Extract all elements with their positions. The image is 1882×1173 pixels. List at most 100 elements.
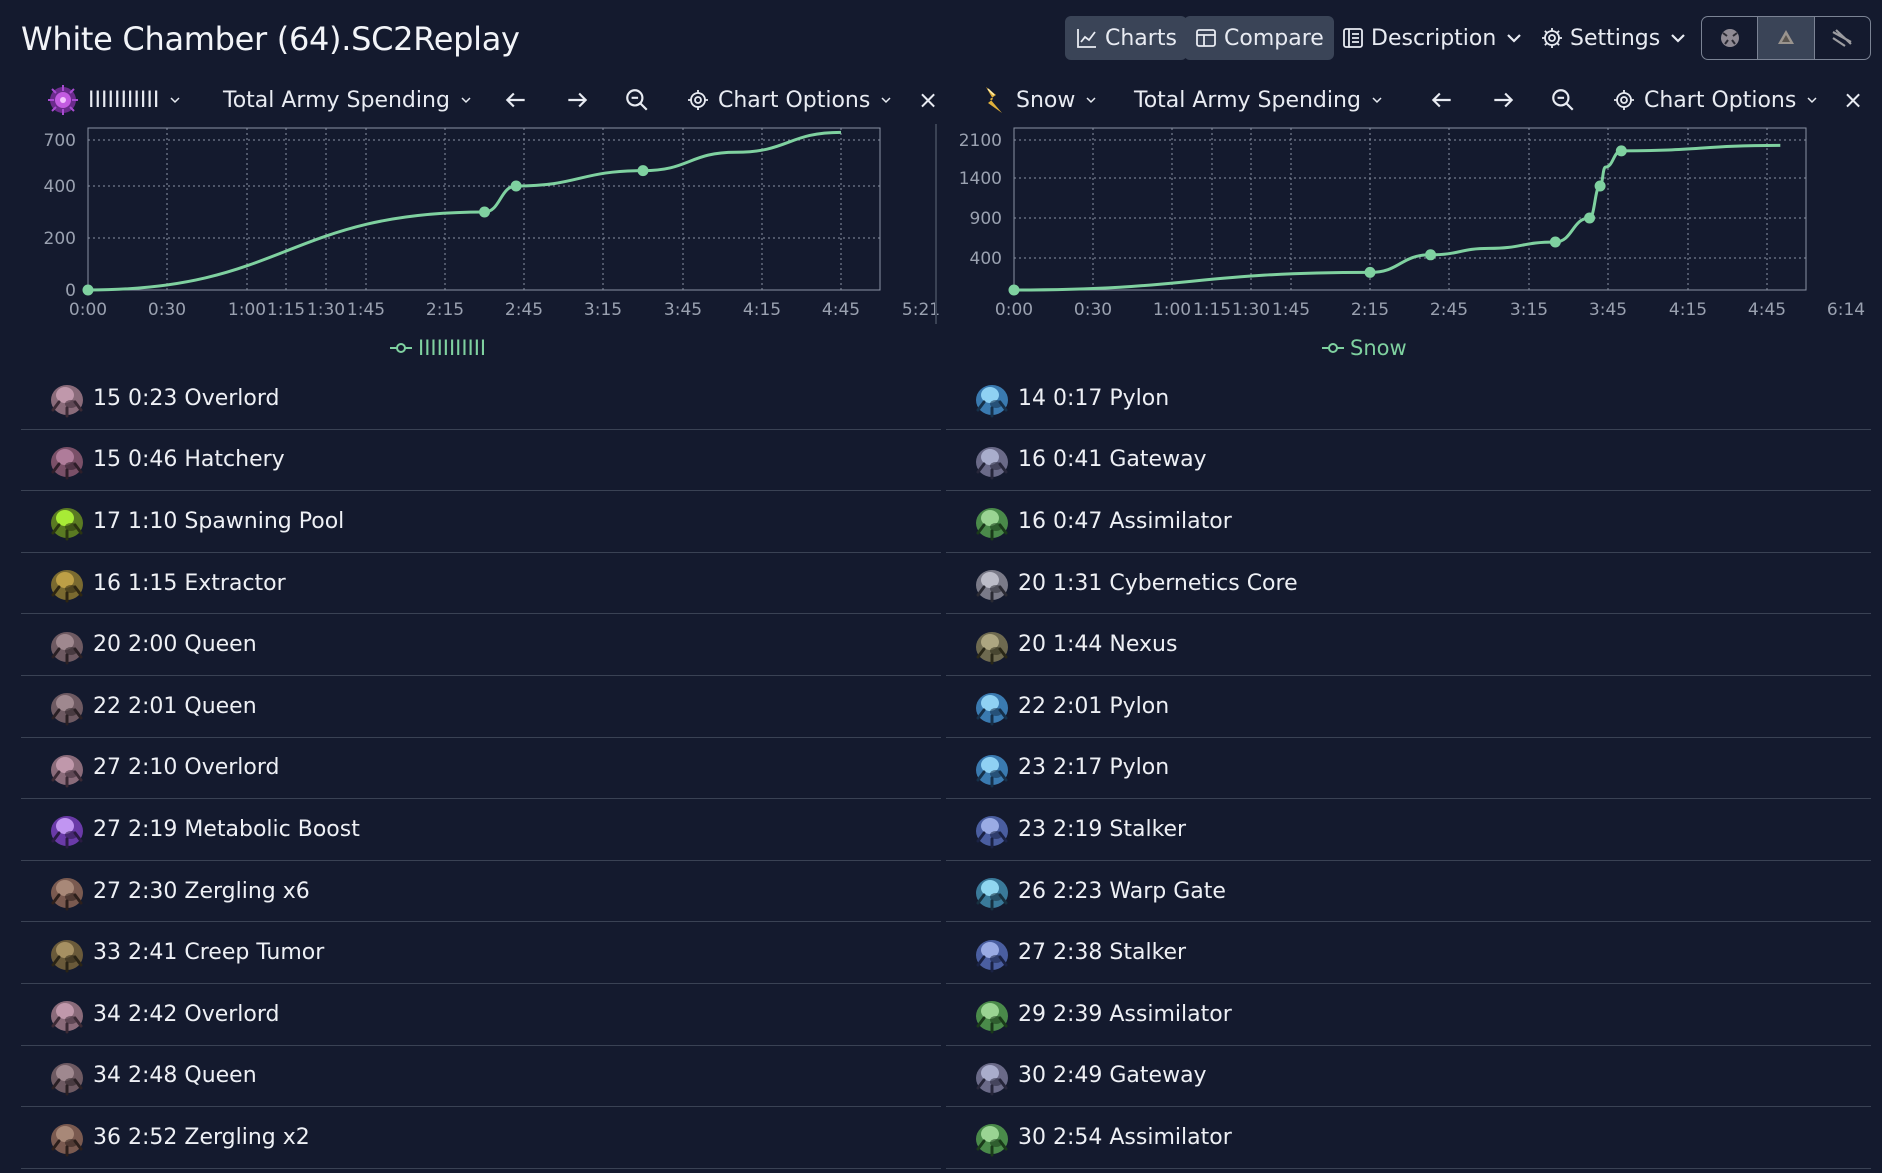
page-title: White Chamber (64).SC2Replay xyxy=(21,20,520,58)
build-order-text: 16 0:41 Gateway xyxy=(1018,447,1207,473)
build-order-item[interactable]: 34 2:48 Queen xyxy=(21,1046,941,1108)
metric-label: Total Army Spending xyxy=(223,87,450,113)
build-order-item[interactable]: 16 1:15 Extractor xyxy=(21,553,941,615)
build-order-item[interactable]: 15 0:46 Hatchery xyxy=(21,430,941,492)
prev-button-left[interactable] xyxy=(503,78,529,122)
build-order-text: 20 1:44 Nexus xyxy=(1018,632,1178,658)
zerg-race-icon xyxy=(48,85,78,115)
close-icon: × xyxy=(918,86,939,114)
series-line xyxy=(88,130,842,292)
build-order-item[interactable]: 20 1:44 Nexus xyxy=(946,614,1871,676)
terran-icon xyxy=(1832,29,1853,47)
build-order-item[interactable]: 29 2:39 Assimilator xyxy=(946,984,1871,1046)
zoom-out-button-left[interactable] xyxy=(624,78,650,122)
metric-select-right[interactable]: Total Army Spending xyxy=(1134,78,1385,122)
zoom-out-icon xyxy=(626,89,648,111)
build-order-item[interactable]: 30 2:54 Assimilator xyxy=(946,1107,1871,1169)
build-order-item[interactable]: 27 2:10 Overlord xyxy=(21,738,941,800)
player-select-left[interactable]: IIIIIIIIIII xyxy=(46,78,183,122)
x-tick-label: 3:15 xyxy=(584,300,622,320)
build-order-item[interactable]: 33 2:41 Creep Tumor xyxy=(21,922,941,984)
build-order-item[interactable]: 17 1:10 Spawning Pool xyxy=(21,491,941,553)
arrow-right-icon xyxy=(568,92,588,108)
build-order-left: 15 0:23 Overlord 15 0:46 Hatchery 17 1:10 … xyxy=(21,368,941,1169)
description-label: Description xyxy=(1371,25,1497,51)
data-point[interactable] xyxy=(1594,180,1606,192)
build-order-item[interactable]: 23 2:19 Stalker xyxy=(946,799,1871,861)
x-tick-label: 4:45 xyxy=(1748,300,1786,320)
chevron-down-icon xyxy=(1086,97,1096,104)
player-select-right[interactable]: Snow xyxy=(978,78,1099,122)
build-order-text: 33 2:41 Creep Tumor xyxy=(93,940,325,966)
protoss-race-icon xyxy=(986,87,1002,113)
extractor-icon xyxy=(51,570,83,603)
build-order-item[interactable]: 27 2:19 Metabolic Boost xyxy=(21,799,941,861)
y-tick-label: 400 xyxy=(970,249,1002,269)
legend-line-icon xyxy=(1322,343,1344,353)
chart-options-right[interactable]: Chart Options xyxy=(1612,78,1820,122)
stalker-icon xyxy=(976,816,1008,849)
build-order-item[interactable]: 30 2:49 Gateway xyxy=(946,1046,1871,1108)
chart-legend-right[interactable]: Snow xyxy=(1322,336,1407,360)
hatchery-icon xyxy=(51,446,83,480)
close-button-right[interactable]: × xyxy=(1843,78,1863,122)
build-order-item[interactable]: 36 2:52 Zergling x2 xyxy=(21,1107,941,1169)
next-button-right[interactable] xyxy=(1490,78,1516,122)
y-tick-label: 0 xyxy=(65,281,76,301)
build-order-right: 14 0:17 Pylon 16 0:41 Gateway 16 0:47 Assi… xyxy=(946,368,1871,1169)
build-order-text: 23 2:17 Pylon xyxy=(1018,755,1170,781)
build-order-item[interactable]: 16 0:47 Assimilator xyxy=(946,491,1871,553)
pylon-icon xyxy=(976,754,1008,788)
build-order-text: 30 2:49 Gateway xyxy=(1018,1063,1207,1089)
chart-legend-left[interactable]: IIIIIIIIIII xyxy=(390,336,486,360)
build-order-text: 26 2:23 Warp Gate xyxy=(1018,878,1226,904)
chevron-down-icon xyxy=(1807,97,1817,104)
build-order-item[interactable]: 26 2:23 Warp Gate xyxy=(946,861,1871,923)
build-order-item[interactable]: 27 2:30 Zergling x6 xyxy=(21,861,941,923)
build-order-item[interactable]: 34 2:42 Overlord xyxy=(21,984,941,1046)
player-name: Snow xyxy=(1016,87,1076,113)
data-point[interactable] xyxy=(1364,266,1376,278)
data-point[interactable] xyxy=(1584,212,1596,224)
close-button-left[interactable]: × xyxy=(918,78,938,122)
chart-right-svg[interactable]: 0:00 0:30 1:00 1:15 1:30 1:45 2:15 2:45 3:15 3:45… xyxy=(940,120,1882,330)
description-dropdown[interactable]: Description xyxy=(1331,16,1536,60)
race-button-terran[interactable] xyxy=(1815,17,1870,59)
settings-dropdown[interactable]: Settings xyxy=(1530,16,1700,60)
nexus-icon xyxy=(976,631,1008,665)
build-order-item[interactable]: 22 2:01 Pylon xyxy=(946,676,1871,738)
build-order-item[interactable]: 20 2:00 Queen xyxy=(21,614,941,676)
next-button-left[interactable] xyxy=(564,78,590,122)
metric-select-left[interactable]: Total Army Spending xyxy=(223,78,474,122)
data-point[interactable] xyxy=(637,165,649,177)
chart-left[interactable]: 0:00 0:30 1:00 1:15 1:30 1:45 2:15 2:45 3:15 3:45… xyxy=(0,120,940,330)
zoom-out-button-right[interactable] xyxy=(1550,78,1576,122)
data-point[interactable] xyxy=(1615,145,1627,157)
data-point[interactable] xyxy=(1425,249,1437,261)
data-point[interactable] xyxy=(82,284,94,296)
data-point[interactable] xyxy=(1549,236,1561,248)
chevron-down-icon xyxy=(1372,97,1382,104)
queen-icon xyxy=(51,693,83,726)
zergling-icon xyxy=(51,1124,83,1157)
data-point[interactable] xyxy=(479,206,490,218)
compare-button[interactable]: Compare xyxy=(1184,16,1334,60)
data-point[interactable] xyxy=(1008,284,1020,296)
chart-options-left[interactable]: Chart Options xyxy=(686,78,894,122)
build-order-item[interactable]: 16 0:41 Gateway xyxy=(946,430,1871,492)
race-button-protoss[interactable] xyxy=(1758,17,1815,59)
data-point[interactable] xyxy=(510,180,522,192)
prev-button-right[interactable] xyxy=(1429,78,1455,122)
arrow-right-icon xyxy=(1494,92,1514,108)
charts-button[interactable]: Charts xyxy=(1065,16,1187,60)
chart-right[interactable]: 0:00 0:30 1:00 1:15 1:30 1:45 2:15 2:45 3:15 3:45… xyxy=(940,120,1882,330)
build-order-item[interactable]: 14 0:17 Pylon xyxy=(946,368,1871,430)
build-order-item[interactable]: 22 2:01 Queen xyxy=(21,676,941,738)
build-order-item[interactable]: 20 1:31 Cybernetics Core xyxy=(946,553,1871,615)
protoss-icon xyxy=(1777,30,1794,44)
build-order-item[interactable]: 15 0:23 Overlord xyxy=(21,368,941,430)
chart-left-svg[interactable]: 0:00 0:30 1:00 1:15 1:30 1:45 2:15 2:45 3:15 3:45… xyxy=(0,120,940,330)
build-order-item[interactable]: 23 2:17 Pylon xyxy=(946,738,1871,800)
build-order-item[interactable]: 27 2:38 Stalker xyxy=(946,922,1871,984)
race-button-zerg[interactable] xyxy=(1702,17,1759,59)
